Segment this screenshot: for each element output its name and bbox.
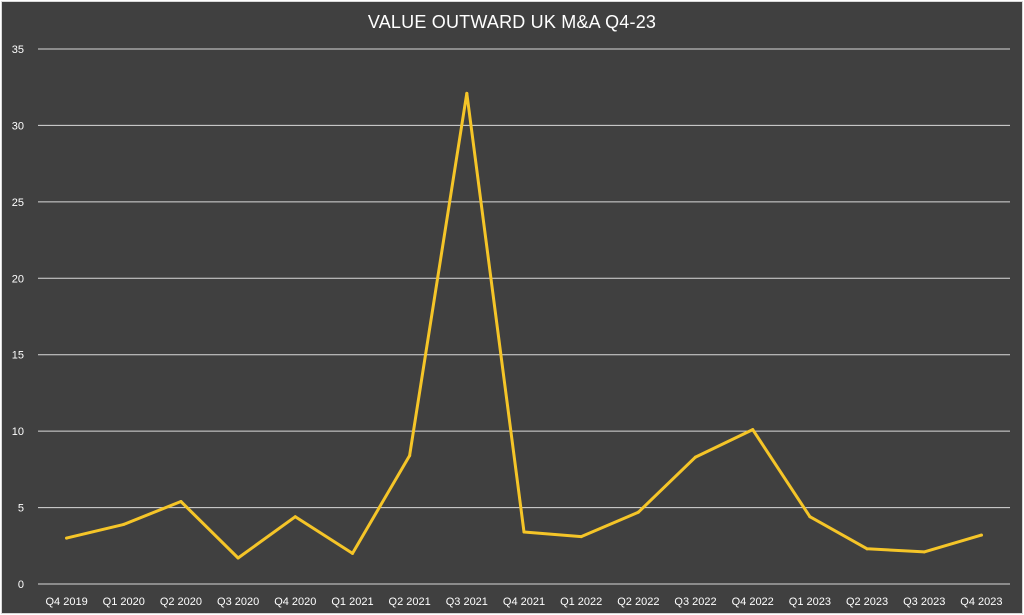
- x-tick-label: Q3 2022: [674, 596, 716, 608]
- data-point: [694, 455, 698, 459]
- x-tick-label: Q4 2021: [503, 596, 545, 608]
- x-tick-label: Q4 2022: [732, 596, 774, 608]
- data-point: [408, 454, 412, 458]
- x-tick-label: Q4 2019: [45, 596, 87, 608]
- x-tick-label: Q3 2020: [217, 596, 259, 608]
- y-tick-label: 10: [12, 426, 24, 438]
- data-point: [579, 535, 583, 539]
- x-tick-label: Q2 2021: [389, 596, 431, 608]
- y-tick-label: 20: [12, 273, 24, 285]
- y-tick-label: 15: [12, 350, 24, 362]
- x-tick-label: Q1 2021: [331, 596, 373, 608]
- y-tick-label: 0: [18, 579, 24, 591]
- y-tick-label: 5: [18, 503, 24, 515]
- data-point: [179, 499, 183, 503]
- y-tick-label: 35: [12, 44, 24, 56]
- data-point: [865, 547, 869, 551]
- data-point: [236, 556, 240, 560]
- data-point: [465, 91, 469, 95]
- series-line: [65, 91, 983, 560]
- x-tick-label: Q1 2023: [789, 596, 831, 608]
- data-point: [293, 515, 297, 519]
- x-tick-label: Q3 2021: [446, 596, 488, 608]
- data-point: [65, 536, 69, 540]
- x-tick-label: Q2 2022: [617, 596, 659, 608]
- x-axis-ticks: Q4 2019 Q1 2020 Q2 2020 Q3 2020 Q4 2020 Q1 20…: [45, 596, 1002, 608]
- data-point: [522, 530, 526, 534]
- chart-title: VALUE OUTWARD UK M&A Q4-23: [367, 12, 657, 32]
- data-point: [636, 510, 640, 514]
- series-layer: [65, 91, 983, 560]
- x-tick-label: Q4 2023: [960, 596, 1002, 608]
- x-tick-label: Q3 2023: [903, 596, 945, 608]
- data-point: [350, 551, 354, 555]
- x-tick-label: Q2 2020: [160, 596, 202, 608]
- y-axis-ticks: 0 5 10 15 20 25 30 35: [12, 44, 24, 591]
- x-tick-label: Q4 2020: [274, 596, 316, 608]
- data-point: [979, 533, 983, 537]
- y-tick-label: 25: [12, 197, 24, 209]
- data-point: [751, 428, 755, 432]
- gridlines: [38, 48, 1010, 585]
- y-tick-label: 30: [12, 120, 24, 132]
- x-tick-label: Q2 2023: [846, 596, 888, 608]
- x-tick-label: Q1 2020: [103, 596, 145, 608]
- data-point: [922, 550, 926, 554]
- data-point: [808, 515, 812, 519]
- x-tick-label: Q1 2022: [560, 596, 602, 608]
- data-point: [122, 522, 126, 526]
